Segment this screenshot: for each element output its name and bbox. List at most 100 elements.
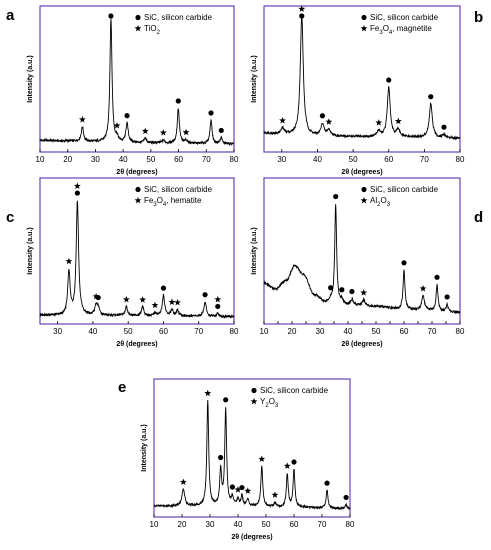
panel-c-legend-label-0: SiC, silicon carbide xyxy=(144,185,213,194)
panel-a-xtick-label-0: 10 xyxy=(36,155,45,164)
panel-c-xtick-label-3: 60 xyxy=(159,327,168,336)
panel-a: a 10 20 30 40 50 60 70 80 2θ (degrees) Intensity (… xyxy=(6,5,239,176)
panel-a-xtick-label-2: 30 xyxy=(91,155,100,164)
panel-e-xtick-label-1: 20 xyxy=(178,520,187,529)
panel-c: c 30 40 50 60 70 80 2θ (degrees) Intensity (a.u.… xyxy=(6,177,239,348)
panel-a-ylabel: Intensity (a.u.) xyxy=(27,55,34,102)
panel-a-peak-5-star-marker xyxy=(159,129,167,136)
panel-d-peak-2-circle-marker xyxy=(339,287,345,293)
panel-b-xtick-label-0: 30 xyxy=(277,155,286,164)
panel-e-xlabel: 2θ (degrees) xyxy=(231,534,272,541)
panel-b-peak-7-circle-marker xyxy=(428,94,434,100)
panel-d-xtick-label-12: 70 xyxy=(428,327,437,336)
panel-e: e 10 20 30 40 50 60 70 80 2θ (degrees) Intensity (… xyxy=(118,378,355,541)
panel-a-letter: a xyxy=(6,7,15,24)
panel-a-legend-0-text: SiC, silicon carbide xyxy=(144,13,213,22)
panel-e-xtick-label-3: 40 xyxy=(234,520,243,529)
panel-c-legend-circle-icon xyxy=(135,186,141,193)
panel-a-xtick-label-1: 20 xyxy=(63,155,72,164)
panel-a-legend-1-sub: 2 xyxy=(157,30,161,36)
panel-b-legend-1-text: Fe xyxy=(370,24,380,33)
panel-d-peak-0-circle-marker xyxy=(328,285,334,291)
panel-c-xtick-label-4: 70 xyxy=(194,327,203,336)
panel-c-peak-8-star-marker xyxy=(168,298,176,306)
panel-a-legend-1-text: TiO xyxy=(144,24,157,33)
panel-c-xrd-trace xyxy=(39,200,235,320)
panel-d-peak-1-circle-marker xyxy=(333,193,339,200)
panel-c-ylabel: Intensity (a.u.) xyxy=(27,227,34,274)
panel-e-xtick-label-7: 80 xyxy=(346,520,355,529)
panel-a-xrd-trace xyxy=(39,18,235,146)
panel-d-legend-label-1: Al2O3 xyxy=(370,196,391,208)
panel-c-peak-0-star-marker xyxy=(65,257,73,265)
panel-c-xtick-label-0: 30 xyxy=(53,327,62,336)
panel-d-legend-1-rest: O xyxy=(380,196,386,205)
panel-d-peak-4-star-marker xyxy=(360,289,368,296)
panel-b-peak-1-circle-marker xyxy=(299,13,305,19)
panel-c-peak-7-circle-marker xyxy=(160,285,167,291)
panel-e-letter: e xyxy=(118,379,126,396)
panel-e-peak-8-star-marker xyxy=(258,455,266,462)
panel-e-peak-13-circle-marker xyxy=(343,494,349,501)
panel-e-xtick-label-6: 70 xyxy=(318,520,327,529)
panel-e-peak-1-star-marker xyxy=(204,389,212,397)
panel-c-legend-1-text: Fe xyxy=(144,196,154,205)
panel-b-xtick-label-3: 60 xyxy=(384,155,393,164)
panel-d-xlabel: 2θ (degrees) xyxy=(341,341,382,348)
panel-a-peak-9-circle-marker xyxy=(218,127,224,134)
panel-b-peak-0-star-marker xyxy=(279,116,286,124)
panel-d-ylabel: Intensity (a.u.) xyxy=(251,227,258,274)
panel-a-xtick-label-5: 60 xyxy=(174,155,183,164)
panel-b-xrd-trace xyxy=(263,14,461,141)
panel-b-peak-3-star-marker xyxy=(325,118,333,125)
panel-d-xtick-label-10: 60 xyxy=(400,327,409,336)
panel-d-letter: d xyxy=(474,209,483,226)
panel-b-legend-circle-icon xyxy=(361,14,367,21)
panel-d-legend-0-text: SiC, silicon carbide xyxy=(370,185,439,194)
panel-d: d 10 20 30 40 50 60 70 80 2θ (degrees) Intensity (… xyxy=(251,177,483,348)
panel-c-frame xyxy=(39,177,235,325)
panel-b-legend-0-text: SiC, silicon carbide xyxy=(370,13,439,22)
panel-b-peak-8-circle-marker xyxy=(441,124,447,130)
panel-e-peak-5-star-marker xyxy=(234,486,242,493)
panel-b-peak-5-circle-marker xyxy=(386,77,392,83)
panel-c-peak-3-circle-marker xyxy=(95,294,101,301)
panel-d-xtick-label-0: 10 xyxy=(260,327,269,336)
panel-b-xtick-label-4: 70 xyxy=(420,155,429,164)
panel-e-legend-1-sub2: 3 xyxy=(275,403,279,409)
panel-e-peak-11-circle-marker xyxy=(291,459,297,465)
panel-e-legend-1-rest: O xyxy=(269,397,275,406)
panel-e-xtick-label-5: 60 xyxy=(290,520,299,529)
panel-c-legend-1-tail: , hematite xyxy=(166,196,202,205)
panel-b-peak-2-circle-marker xyxy=(319,113,326,119)
panel-c-letter: c xyxy=(6,209,14,226)
panel-a-frame xyxy=(39,5,235,153)
panel-d-xtick-label-4: 30 xyxy=(316,327,325,336)
panel-d-legend-star-icon xyxy=(360,196,368,204)
panel-a-legend-star-icon xyxy=(134,24,142,32)
panel-b-xtick-label-5: 80 xyxy=(456,155,465,164)
panel-b-legend-star-icon xyxy=(360,24,368,32)
panel-a-xtick-label-6: 70 xyxy=(202,155,211,164)
panel-c-peak-1-circle-marker xyxy=(74,190,80,196)
panel-c-xtick-label-5: 80 xyxy=(230,327,239,336)
panel-c-peak-10-circle-marker xyxy=(202,292,208,298)
panel-b-peak-1-star-marker xyxy=(298,5,306,12)
panel-a-xtick-label-3: 40 xyxy=(119,155,128,164)
panel-a-peak-2-star-marker xyxy=(113,122,121,129)
panel-b-xlabel: 2θ (degrees) xyxy=(341,169,382,176)
panel-e-legend-0-text: SiC, silicon carbide xyxy=(260,386,329,395)
panel-d-xtick-label-8: 50 xyxy=(372,327,381,336)
panel-e-peak-0-star-marker xyxy=(179,478,187,485)
panel-a-legend-label-0: SiC, silicon carbide xyxy=(144,13,213,22)
panel-d-peak-3-circle-marker xyxy=(349,288,355,295)
panel-d-legend-1-sub2: 3 xyxy=(387,202,391,208)
panel-e-peak-7-star-marker xyxy=(244,487,252,494)
panel-a-peak-1-circle-marker xyxy=(108,13,114,19)
panel-c-legend-0-text: SiC, silicon carbide xyxy=(144,185,213,194)
panel-d-peak-6-star-marker xyxy=(419,284,427,292)
panel-d-legend-1-text: Al xyxy=(370,196,377,205)
panel-e-legend-label-0: SiC, silicon carbide xyxy=(260,386,329,395)
panel-b-legend-1-sub2: 4 xyxy=(389,30,393,36)
